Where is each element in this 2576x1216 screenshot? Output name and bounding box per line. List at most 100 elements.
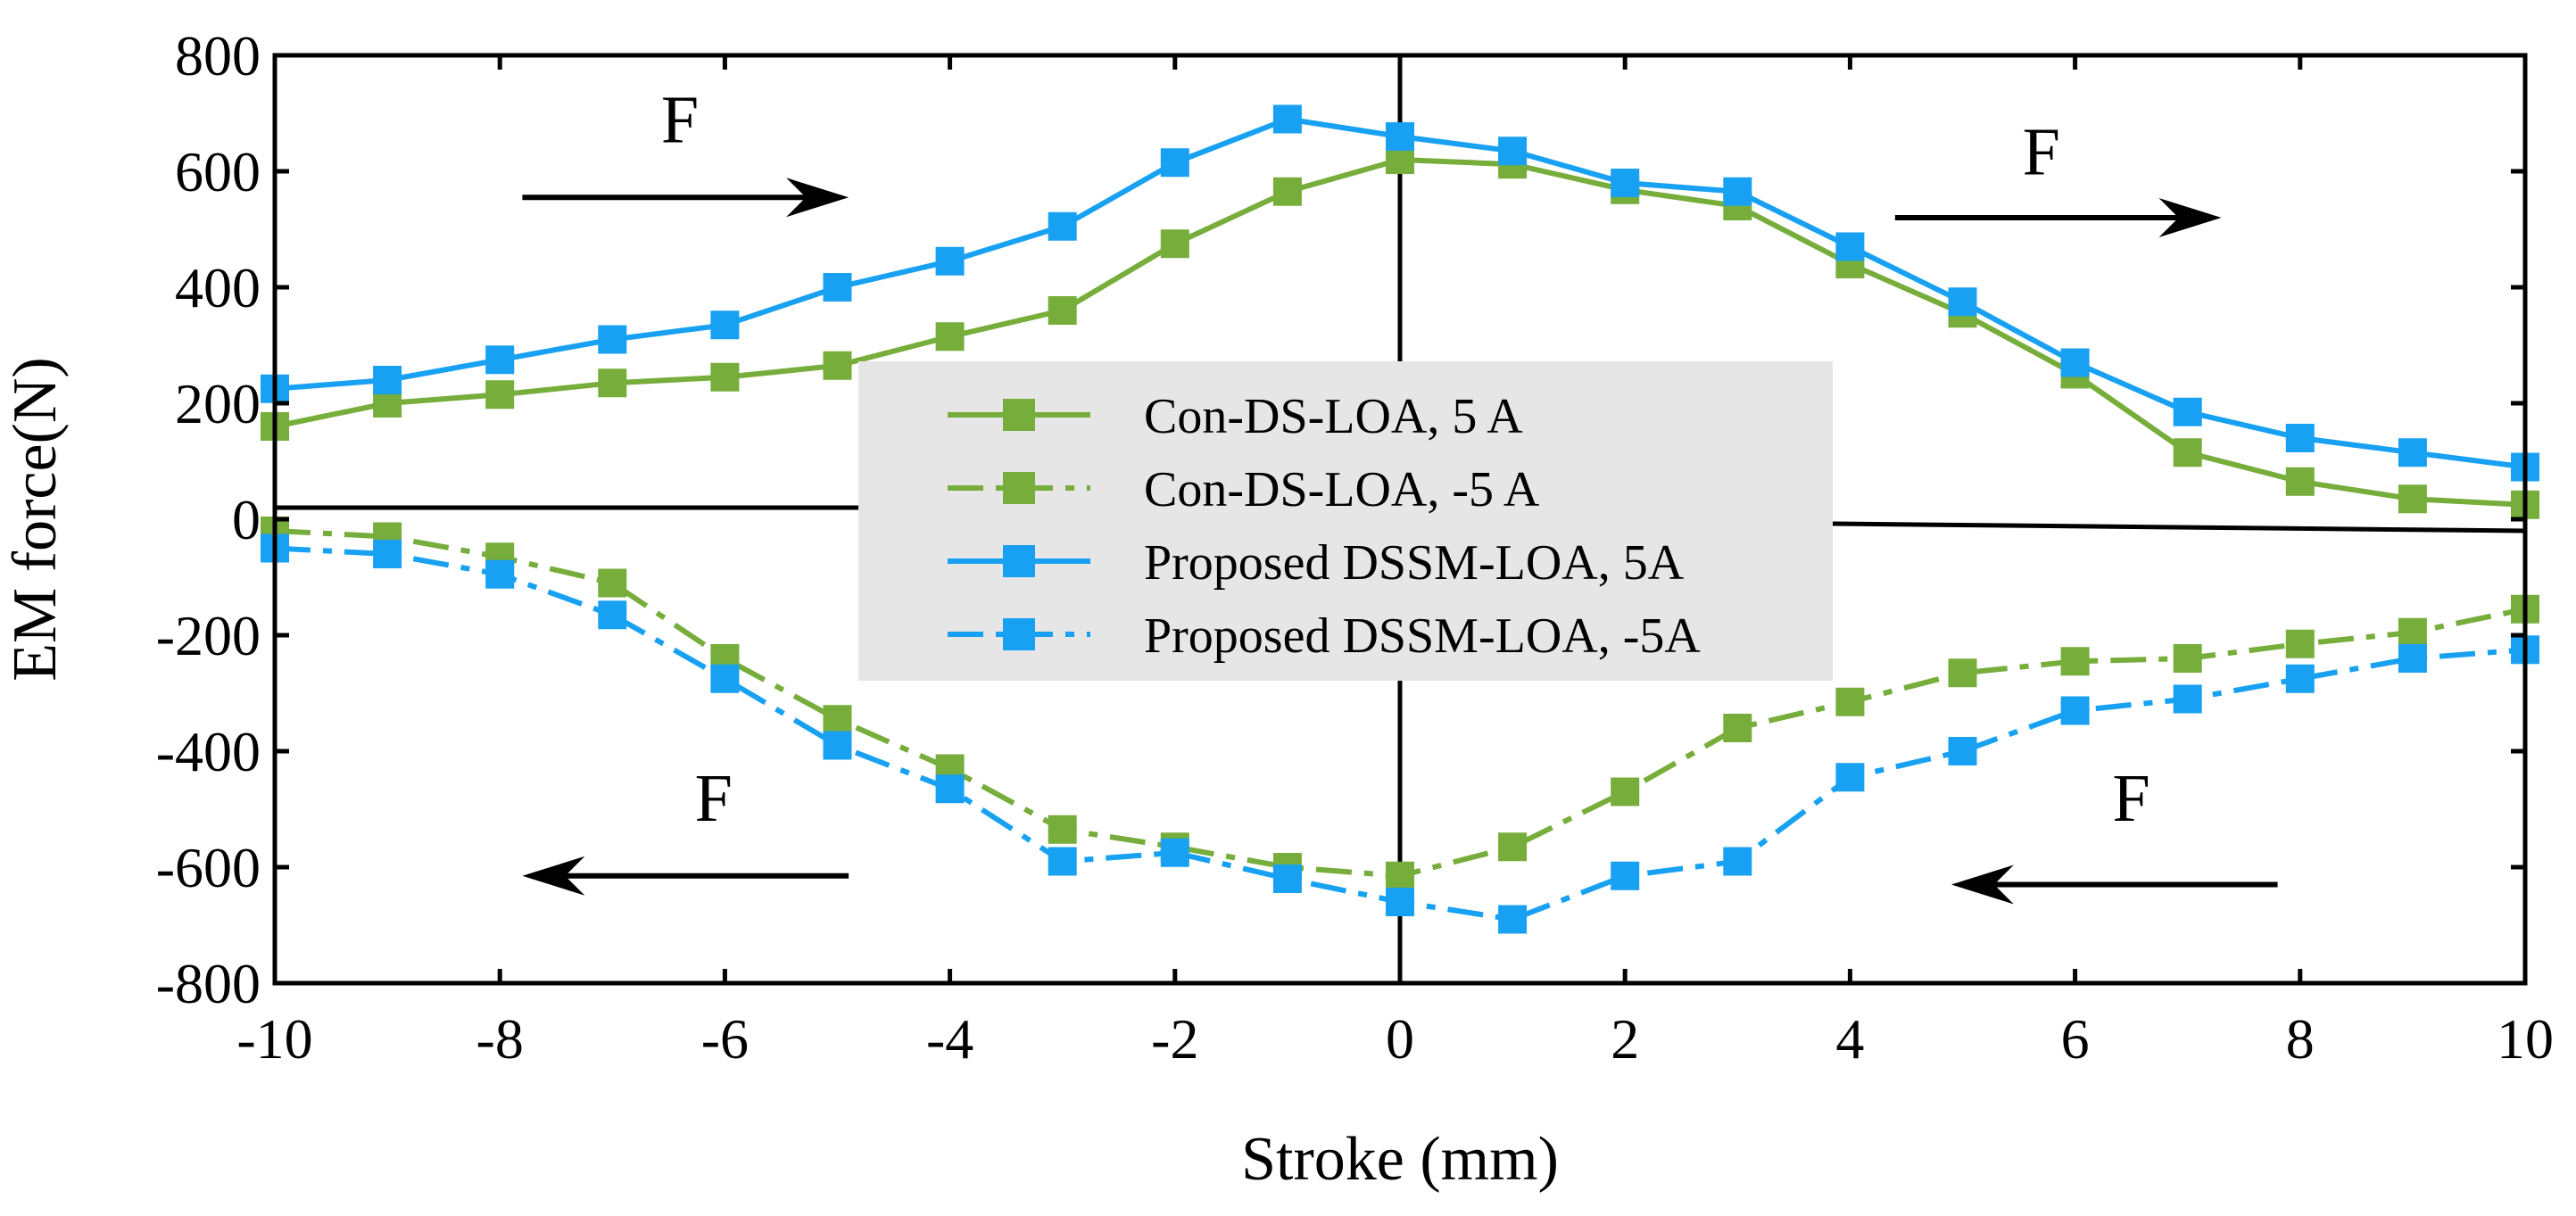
- data-point: [1386, 888, 1414, 916]
- data-point: [1272, 104, 1302, 134]
- data-point: [710, 310, 740, 340]
- y-tick-label: 800: [175, 24, 261, 87]
- data-point: [710, 362, 740, 392]
- data-point: [2285, 467, 2315, 496]
- force-label: F: [2113, 761, 2150, 836]
- data-point: [2173, 397, 2202, 426]
- data-point: [2173, 644, 2202, 673]
- data-point: [1272, 177, 1302, 206]
- data-point: [485, 559, 515, 589]
- series-layer: [261, 104, 2539, 934]
- data-point: [1386, 122, 1414, 151]
- force-label: F: [661, 83, 699, 158]
- x-tick-label: -4: [926, 1007, 973, 1071]
- data-point: [2060, 647, 2090, 676]
- data-point: [1498, 832, 1528, 862]
- data-point: [2285, 424, 2315, 452]
- legend-entry-2: Con-DS-LOA, -5 A: [948, 462, 1540, 517]
- data-point: [1498, 905, 1528, 934]
- data-point: [1835, 687, 1865, 716]
- data-point: [1835, 763, 1865, 792]
- y-tick-label: 400: [175, 256, 261, 319]
- data-point: [598, 600, 627, 630]
- data-point: [2398, 484, 2427, 514]
- legend-marker: [1003, 399, 1035, 431]
- legend-marker: [1003, 545, 1035, 577]
- data-point: [1723, 714, 1752, 742]
- y-tick-label: -600: [156, 836, 261, 899]
- x-tick-label: -8: [476, 1007, 524, 1071]
- x-tick-label: 0: [1386, 1007, 1414, 1071]
- legend-marker: [1003, 472, 1035, 504]
- data-point: [2398, 644, 2427, 673]
- data-point: [485, 380, 515, 409]
- x-tick-label: -2: [1151, 1007, 1198, 1071]
- data-point: [823, 705, 852, 734]
- data-point: [1160, 229, 1189, 259]
- data-point: [1048, 847, 1077, 876]
- x-tick-label: 2: [1611, 1007, 1639, 1071]
- force-label: F: [2023, 114, 2060, 189]
- y-tick-label: 600: [175, 140, 261, 203]
- data-point: [1272, 864, 1302, 893]
- data-point: [1835, 232, 1865, 261]
- x-tick-label: 4: [1835, 1007, 1864, 1071]
- force-arrow-head: [1951, 864, 2014, 905]
- y-tick-label: -400: [156, 720, 261, 783]
- data-point: [1048, 815, 1077, 844]
- data-point: [823, 351, 852, 380]
- x-tick-label: 10: [2497, 1007, 2554, 1071]
- legend-label: Proposed DSSM-LOA, -5A: [1144, 608, 1701, 664]
- force-arrow-head: [522, 856, 585, 896]
- force-arrow-head: [2158, 198, 2222, 237]
- data-point: [598, 368, 627, 398]
- force-annotations: F F F F: [522, 83, 2278, 905]
- data-point: [2060, 348, 2090, 377]
- legend-entry-3: Proposed DSSM-LOA, 5A: [948, 535, 1685, 591]
- data-point: [1160, 148, 1189, 178]
- data-point: [2173, 438, 2202, 467]
- x-axis-label: Stroke (mm): [1241, 1125, 1559, 1194]
- x-axis-ticks: -10 -8 -6 -4 -2 0 2 4 6 8 10: [236, 55, 2554, 1071]
- force-label: F: [695, 761, 733, 836]
- data-point: [823, 273, 852, 302]
- y-tick-label: -200: [156, 604, 261, 667]
- data-point: [373, 540, 402, 568]
- data-point: [935, 774, 965, 804]
- data-point: [2285, 664, 2315, 693]
- legend-label: Con-DS-LOA, -5 A: [1144, 462, 1540, 517]
- x-tick-label: 8: [2286, 1007, 2315, 1071]
- force-annotation-bottom-left: F: [522, 761, 849, 896]
- data-point: [1723, 847, 1752, 876]
- data-point: [1611, 169, 1640, 197]
- data-point: [2285, 629, 2315, 658]
- data-point: [2173, 684, 2202, 714]
- data-point: [2398, 438, 2427, 467]
- data-point: [598, 568, 627, 598]
- series-4: [261, 534, 2539, 934]
- data-point: [2398, 617, 2427, 647]
- x-tick-label: -10: [236, 1007, 312, 1071]
- y-axis-label: EM force(N): [1, 357, 70, 681]
- y-tick-label: 200: [175, 372, 261, 435]
- legend-label: Con-DS-LOA, 5 A: [1144, 389, 1523, 444]
- data-point: [1948, 737, 1977, 765]
- data-point: [1723, 177, 1752, 206]
- data-point: [485, 345, 515, 375]
- legend: Con-DS-LOA, 5 A Con-DS-LOA, -5 A Proposed …: [858, 361, 1833, 681]
- data-point: [1386, 861, 1414, 890]
- data-point: [1948, 287, 1977, 317]
- force-arrow-head: [786, 178, 849, 218]
- force-annotation-top-right: F: [1894, 114, 2222, 237]
- data-point: [1611, 777, 1640, 807]
- data-point: [823, 731, 852, 760]
- data-point: [1948, 658, 1977, 688]
- data-point: [2060, 696, 2090, 725]
- y-axis-ticks: 800 600 400 200 0 -200 -400 -600 -800: [156, 24, 2525, 1015]
- data-point: [710, 664, 740, 693]
- y-tick-label: 0: [232, 488, 261, 551]
- data-point: [1160, 838, 1189, 867]
- data-point: [935, 246, 965, 276]
- data-point: [935, 322, 965, 352]
